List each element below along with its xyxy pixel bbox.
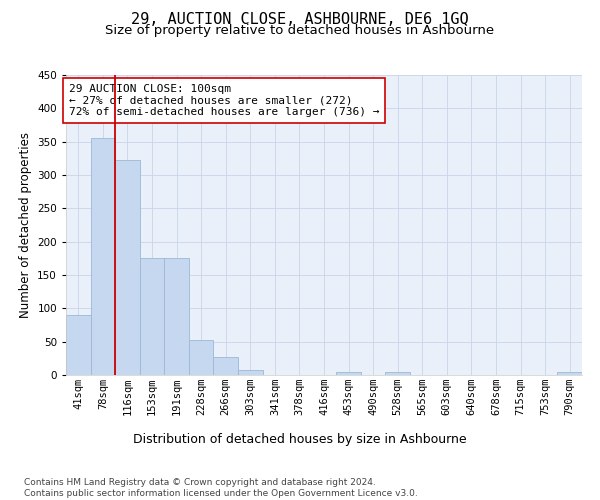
Text: 29 AUCTION CLOSE: 100sqm
← 27% of detached houses are smaller (272)
72% of semi-: 29 AUCTION CLOSE: 100sqm ← 27% of detach… [68,84,379,117]
Text: Contains HM Land Registry data © Crown copyright and database right 2024.
Contai: Contains HM Land Registry data © Crown c… [24,478,418,498]
Bar [164,258,189,375]
Bar [336,372,361,375]
Bar [214,357,238,375]
Bar [238,370,263,375]
Y-axis label: Number of detached properties: Number of detached properties [19,132,32,318]
Bar [66,315,91,375]
Bar [115,160,140,375]
Bar [557,372,582,375]
Bar [189,340,214,375]
Bar [91,138,115,375]
Text: Distribution of detached houses by size in Ashbourne: Distribution of detached houses by size … [133,432,467,446]
Bar [140,258,164,375]
Bar [385,372,410,375]
Text: 29, AUCTION CLOSE, ASHBOURNE, DE6 1GQ: 29, AUCTION CLOSE, ASHBOURNE, DE6 1GQ [131,12,469,28]
Text: Size of property relative to detached houses in Ashbourne: Size of property relative to detached ho… [106,24,494,37]
